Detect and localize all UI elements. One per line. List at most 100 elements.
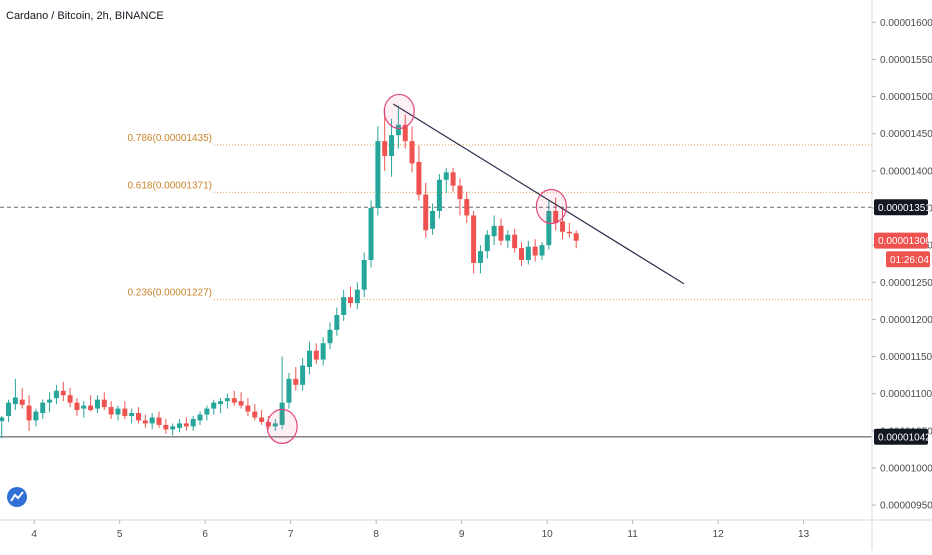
candle-body-20 [135, 413, 141, 421]
price-axis-label-11: 0.00001500 [880, 92, 932, 103]
candle-body-58 [395, 124, 401, 136]
candle-body-40 [272, 423, 278, 427]
candle-body-51 [348, 297, 354, 304]
candle-body-72 [491, 225, 497, 237]
candle-body-48 [327, 329, 333, 344]
price-axis-label-0: 0.00000950 [880, 501, 932, 512]
candle-body-29 [197, 414, 203, 421]
candle-body-66 [450, 172, 456, 186]
price-axis-label-10: 0.00001450 [880, 129, 932, 140]
candle-body-50 [341, 297, 347, 315]
candle-body-7 [47, 399, 53, 403]
fib-label-1: 0.618(0.00001371) [127, 180, 212, 191]
candle-body-22 [149, 417, 155, 424]
candle-body-47 [320, 343, 326, 360]
candle-body-75 [512, 234, 518, 249]
candle-body-49 [334, 314, 340, 330]
time-axis-label-2: 6 [202, 529, 208, 540]
candle-body-46 [313, 350, 319, 360]
candle-body-25 [170, 426, 176, 430]
candle-body-45 [306, 350, 312, 367]
candle-body-18 [122, 408, 128, 416]
time-axis-label-9: 13 [798, 529, 810, 540]
candle-body-1 [6, 402, 12, 416]
candle-body-60 [409, 141, 415, 164]
candle-body-35 [238, 401, 244, 406]
candle-body-68 [464, 199, 470, 216]
candle-body-79 [539, 245, 545, 256]
candle-body-37 [252, 411, 258, 418]
candle-body-57 [389, 135, 395, 156]
candle-body-65 [443, 172, 449, 180]
candle-body-55 [375, 141, 381, 208]
candle-body-24 [163, 424, 169, 430]
candle-body-3 [19, 399, 25, 405]
time-axis-label-4: 8 [373, 529, 379, 540]
candle-body-13 [88, 405, 94, 411]
candle-body-0 [0, 417, 5, 422]
candle-body-4 [26, 405, 32, 421]
fib-label-0: 0.786(0.00001435) [127, 133, 212, 144]
candle-body-41 [279, 402, 285, 425]
candle-body-17 [115, 408, 121, 415]
chart-title: Cardano / Bitcoin, 2h, BINANCE [6, 10, 164, 22]
time-axis-label-7: 11 [627, 529, 638, 540]
candle-body-5 [33, 411, 39, 421]
price-tag-text-2: 01:26:04 [890, 255, 929, 266]
candle-body-8 [53, 390, 59, 399]
candle-body-61 [416, 161, 422, 195]
tradingview-logo-icon[interactable] [6, 486, 28, 508]
candle-body-69 [471, 215, 477, 263]
candle-body-30 [204, 408, 210, 415]
price-axis-label-12: 0.00001550 [880, 55, 932, 66]
price-axis-label-1: 0.00001000 [880, 464, 932, 475]
candle-body-23 [156, 417, 162, 425]
candle-body-54 [368, 208, 374, 260]
price-tag-2 [886, 251, 930, 268]
candle-body-28 [190, 418, 196, 427]
candle-body-42 [286, 378, 292, 403]
candle-body-34 [231, 398, 237, 403]
price-tag-text-0: 0.00001351 [878, 203, 931, 214]
price-axis-label-9: 0.00001400 [880, 166, 932, 177]
candle-body-62 [423, 194, 429, 231]
time-axis-label-8: 12 [713, 529, 725, 540]
candle-body-9 [60, 390, 66, 396]
price-tag-text-1: 0.00001306 [878, 236, 931, 247]
price-axis-label-5: 0.00001200 [880, 315, 932, 326]
candle-body-16 [108, 407, 114, 415]
candle-body-19 [129, 413, 135, 416]
candle-body-59 [402, 124, 408, 142]
candle-body-39 [265, 421, 271, 427]
candle-body-15 [101, 399, 107, 408]
highlight-circle-2 [266, 408, 298, 444]
candle-body-11 [74, 402, 80, 411]
candle-body-2 [12, 397, 18, 405]
candle-body-70 [477, 251, 483, 263]
price-tag-0 [874, 199, 928, 216]
candle-body-10 [67, 395, 73, 403]
candle-body-27 [183, 423, 189, 427]
candle-body-26 [177, 423, 183, 428]
price-axis-label-4: 0.00001150 [880, 352, 932, 363]
fib-layer: 0.786(0.00001435) 0.618(0.00001371) 0.236(… [127, 133, 872, 300]
highlight-circle-0 [383, 93, 415, 130]
candle-body-44 [300, 365, 306, 385]
trendline [392, 103, 685, 285]
candle-body-6 [40, 402, 46, 414]
price-axis-label-13: 0.00001600 [880, 18, 932, 29]
candle-body-84 [573, 233, 579, 241]
candle-body-31 [211, 402, 217, 409]
fib-label-2: 0.236(0.00001227) [127, 287, 212, 298]
candle-body-74 [505, 234, 511, 241]
time-axis-label-0: 4 [31, 529, 37, 540]
price-tag-1 [874, 232, 928, 249]
candle-body-64 [436, 179, 442, 211]
candle-body-38 [259, 417, 265, 422]
highlight-circle-1 [535, 188, 568, 225]
candle-body-43 [293, 378, 299, 385]
candle-body-80 [546, 210, 552, 246]
